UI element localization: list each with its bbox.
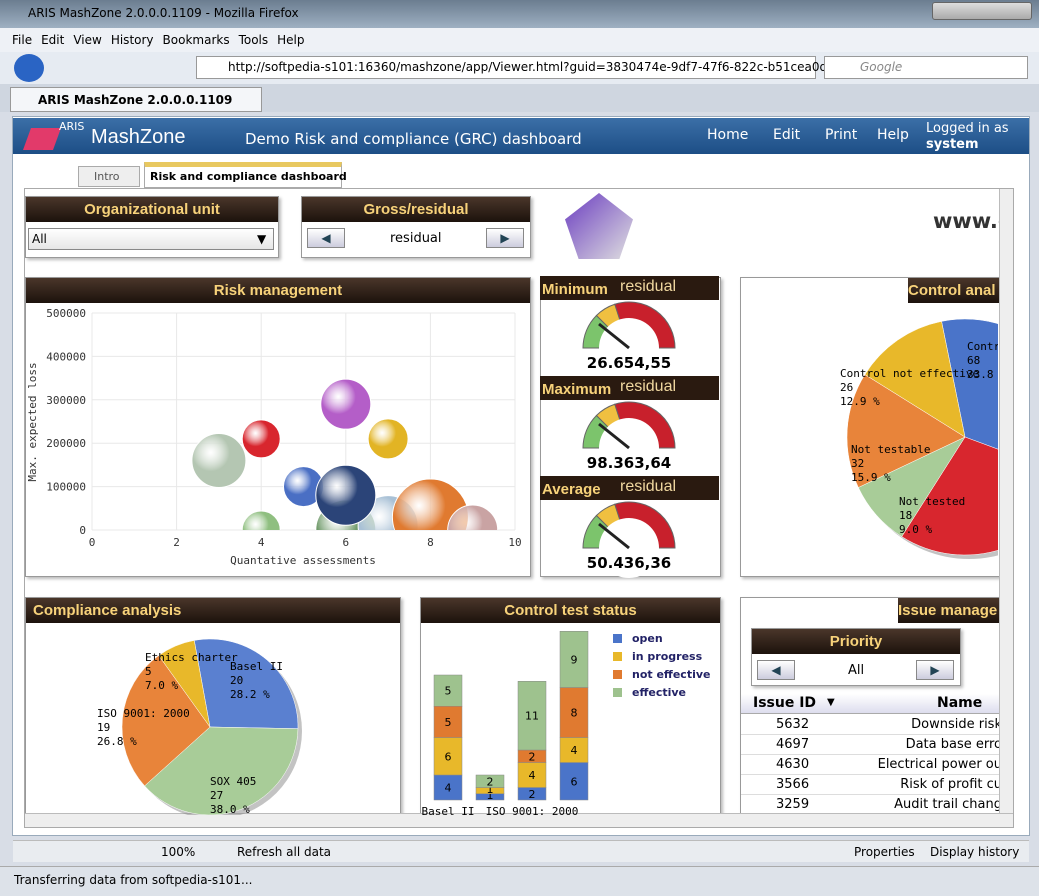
table-row[interactable]: 3566 Risk of profit cu bbox=[741, 775, 1013, 795]
sort-icon: ▼ bbox=[827, 697, 835, 708]
cell: Data base erro bbox=[905, 737, 1002, 752]
tab-bar: ARIS MashZone 2.0.0.0.1109 bbox=[0, 84, 1039, 112]
menu-item[interactable]: Bookmarks bbox=[162, 33, 230, 47]
priority-filter: Priority ◀ All ▶ bbox=[751, 628, 961, 686]
content: Organizational unit All ▼ Gross/residual … bbox=[24, 188, 1014, 828]
history[interactable]: Display history bbox=[930, 845, 1020, 859]
gross-filter: Gross/residual ◀ residual ▶ bbox=[301, 196, 531, 258]
v-scrollbar[interactable] bbox=[999, 189, 1013, 813]
menu-item[interactable]: Edit bbox=[41, 33, 65, 47]
menu-item[interactable]: Tools bbox=[238, 33, 269, 47]
app-title: Demo Risk and compliance (GRC) dashboard bbox=[245, 130, 582, 148]
tab[interactable] bbox=[78, 166, 140, 187]
prev-button[interactable]: ◀ bbox=[757, 660, 795, 680]
dashboard-tabs: Intro Risk and compliance dashboard bbox=[24, 160, 1014, 188]
table-header: Issue ID ▼ Name bbox=[741, 694, 1013, 714]
table-row[interactable]: 5632 Downside risk bbox=[741, 715, 1013, 735]
cell: Audit trail chang bbox=[894, 797, 1002, 812]
tab-label: Risk and compliance dashboard bbox=[150, 170, 347, 183]
refresh[interactable]: Refresh all data bbox=[237, 845, 331, 859]
risk-panel: Risk management bbox=[25, 277, 531, 577]
nav-bar: http://softpedia-s101:16360/mashzone/app… bbox=[0, 52, 1039, 84]
table-row[interactable]: 3259 Audit trail chang bbox=[741, 795, 1013, 815]
properties[interactable]: Properties bbox=[854, 845, 915, 859]
status-panel: Control test status bbox=[420, 597, 721, 827]
filter-value: residual bbox=[390, 231, 442, 246]
dropdown-arrow: ▼ bbox=[257, 232, 267, 246]
compliance-panel: Compliance analysis bbox=[25, 597, 401, 827]
cell: 4697 bbox=[776, 737, 810, 752]
browser-tab-label: ARIS MashZone 2.0.0.0.1109 bbox=[38, 93, 233, 107]
panel-header: Control anal bbox=[908, 278, 1013, 303]
panel-header: Gross/residual bbox=[302, 197, 530, 222]
panel-header: Issue manage bbox=[898, 598, 1013, 623]
h-scrollbar[interactable] bbox=[25, 813, 1013, 827]
nav-button[interactable]: Edit bbox=[773, 127, 801, 143]
column-header[interactable]: Issue ID bbox=[753, 695, 817, 711]
cell: 5632 bbox=[776, 717, 810, 732]
logo: MashZone bbox=[91, 126, 186, 148]
back-button[interactable] bbox=[14, 54, 44, 82]
window-controls[interactable] bbox=[932, 2, 1032, 20]
cell: 3566 bbox=[776, 777, 810, 792]
nav-button[interactable]: Home bbox=[707, 127, 749, 143]
window-title: ARIS MashZone 2.0.0.0.1109 - Mozilla Fir… bbox=[28, 6, 299, 20]
app-header: ARIS MashZone Demo Risk and compliance (… bbox=[13, 118, 1029, 154]
zoom: 100% bbox=[161, 845, 196, 859]
nav-button[interactable]: Help bbox=[877, 127, 909, 143]
login-label: Logged in as bbox=[926, 121, 1009, 136]
logo-small: ARIS bbox=[59, 120, 85, 133]
table-row[interactable]: 4630 Electrical power ou bbox=[741, 755, 1013, 775]
menu-bar: File Edit View History Bookmarks Tools Help bbox=[0, 28, 1039, 52]
browser-tab[interactable] bbox=[10, 87, 262, 112]
menu-item[interactable]: Help bbox=[277, 33, 305, 47]
panel-header: Organizational unit bbox=[26, 197, 278, 222]
panel-header: Compliance analysis bbox=[26, 598, 400, 623]
search-box[interactable] bbox=[824, 56, 1028, 79]
title-bar: ARIS MashZone 2.0.0.0.1109 - Mozilla Fir… bbox=[0, 0, 1039, 28]
gauge-panel bbox=[540, 277, 721, 577]
app-statusbar: 100% Refresh all data Properties Display… bbox=[13, 840, 1029, 862]
panel-header: Risk management bbox=[26, 278, 530, 303]
browser-statusbar: Transferring data from softpedia-s101... bbox=[0, 866, 1039, 896]
next-button[interactable]: ▶ bbox=[486, 228, 524, 248]
tab-label: Intro bbox=[94, 170, 120, 183]
nav-button[interactable]: Print bbox=[825, 127, 858, 143]
logo-icon bbox=[22, 128, 62, 150]
prev-button[interactable]: ◀ bbox=[307, 228, 345, 248]
menu-item[interactable]: History bbox=[110, 33, 154, 47]
url: http://softpedia-s101:16360/mashzone/app… bbox=[228, 60, 857, 74]
panel-header: Priority bbox=[752, 629, 960, 654]
cell: 3259 bbox=[776, 797, 810, 812]
company-logo bbox=[565, 193, 633, 259]
url-box[interactable] bbox=[196, 56, 816, 79]
dropdown-value: All bbox=[32, 232, 47, 246]
control-panel: Control anal bbox=[740, 277, 1013, 577]
user[interactable]: system bbox=[926, 137, 979, 152]
issue-table: Issue ID ▼ Name 5632 Downside risk 4697 Data b… bbox=[741, 694, 1013, 827]
next-button[interactable]: ▶ bbox=[916, 660, 954, 680]
org-filter: Organizational unit All ▼ bbox=[25, 196, 279, 258]
cell: 4630 bbox=[776, 757, 810, 772]
filter-value: All bbox=[848, 663, 865, 678]
panel-header: Control test status bbox=[421, 598, 720, 623]
menu-item[interactable]: View bbox=[73, 33, 102, 47]
table-row[interactable]: 4697 Data base erro bbox=[741, 735, 1013, 755]
search-placeholder: Google bbox=[860, 60, 903, 74]
issue-panel: Issue manage Priority ◀ All ▶ Issue ID ▼ Nam… bbox=[740, 597, 1013, 827]
cell: Risk of profit cu bbox=[900, 777, 1002, 792]
column-header[interactable]: Name bbox=[937, 695, 983, 711]
status-text: Transferring data from softpedia-s101... bbox=[14, 873, 253, 887]
menu-item[interactable]: File bbox=[12, 33, 33, 47]
cell: Downside risk bbox=[911, 717, 1002, 732]
cell: Electrical power ou bbox=[877, 757, 1002, 772]
dropdown[interactable]: All ▼ bbox=[28, 228, 274, 250]
tab-active[interactable] bbox=[144, 162, 342, 188]
